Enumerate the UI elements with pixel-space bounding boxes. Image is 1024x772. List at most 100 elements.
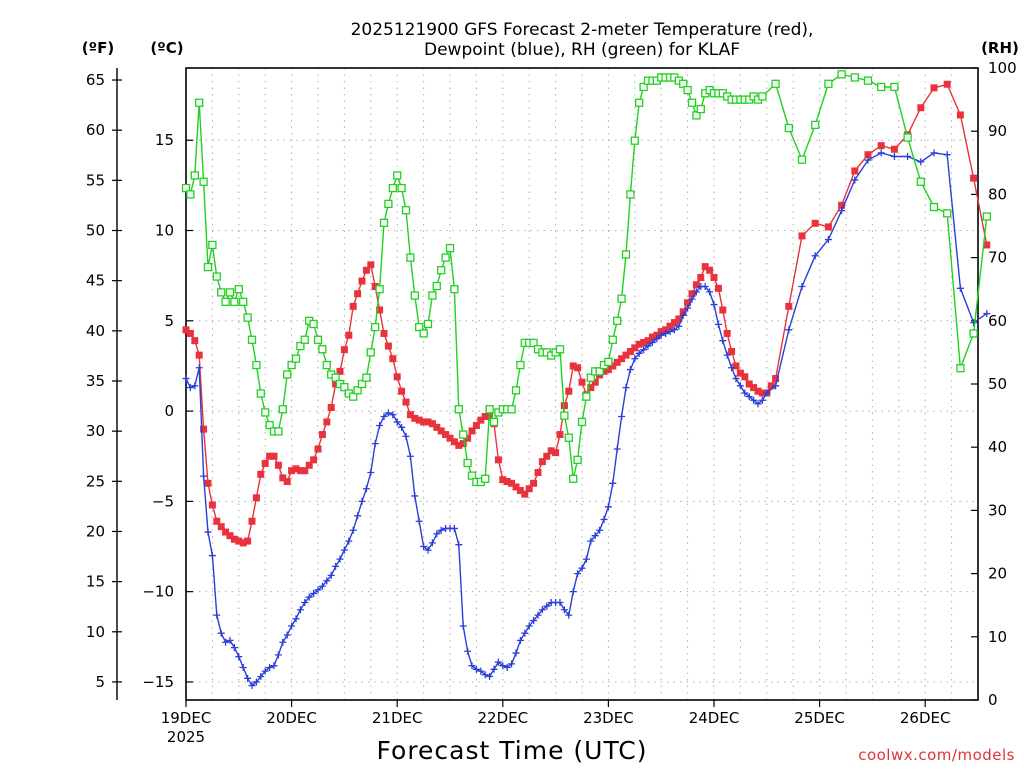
rh-point [683,85,692,95]
dewpoint-point [864,156,872,164]
dewpoint-point [296,606,304,614]
rh-point [797,155,807,164]
rh-point [635,98,644,107]
dewpoint-point [970,319,978,327]
dewpoint-point [270,662,278,670]
fahrenheit-tick-label: 60 [86,121,105,139]
rh-point [454,405,463,414]
temperature-point [200,425,208,433]
dewpoint-point [261,667,269,675]
temperature-point [503,478,511,486]
dewpoint-point [890,152,898,160]
temperature-point [675,315,683,323]
temperature-point [437,427,445,435]
dewpoint-point [701,282,709,290]
rh-point [850,73,859,82]
chart-title-line1: 2025121900 GFS Forecast 2-meter Temperat… [351,20,814,40]
rh-point [318,345,327,354]
rh-tick-label: 70 [988,249,1007,267]
temperature-point [609,362,617,370]
temperature-point [270,452,278,460]
dewpoint-point [468,662,476,670]
dewpoint-point [763,389,771,397]
dewpoint-point [618,413,626,421]
dewpoint-point [710,301,718,309]
dewpoint-point [525,622,533,630]
temperature-point [442,431,450,439]
rh-point [410,291,419,300]
dewpoint-point [983,310,991,318]
dewpoint-point [578,564,586,572]
rh-point [415,322,424,332]
temperature-point [314,445,322,453]
temperature-point [604,366,612,374]
dewpoint-point [666,328,674,336]
temperature-point [213,517,221,525]
temperature-point [591,378,599,386]
dewpoint-point [877,149,885,157]
temperature-point [701,263,709,271]
rh-point [626,190,635,199]
temperature-point [530,479,538,487]
temperature-point [679,308,687,316]
temperature-point [565,387,573,395]
temperature-point [499,476,507,484]
rh-point [569,474,578,483]
rh-point [353,386,362,395]
dewpoint-point [613,445,621,453]
temperature-point [543,452,551,460]
temperature-point [477,416,485,424]
rh-point [564,433,573,442]
rh-point [300,335,309,344]
dewpoint-point [257,673,265,681]
dewpoint-point [230,644,238,652]
temperature-point [450,438,458,446]
temperature-point [481,413,489,421]
fahrenheit-tick-label: 45 [86,272,105,290]
temperature-point [697,273,705,281]
temperature-point [745,380,753,388]
dewpoint-point [358,497,366,505]
dewpoint-point [798,282,806,290]
rh-tick-label: 0 [988,691,998,709]
temperature-point [266,452,274,460]
temperature-point [587,384,595,392]
temperature-point [305,461,313,469]
temperature-point [838,201,846,209]
temperature-point [662,326,670,334]
dewpoint-point [631,355,639,363]
temperature-point [824,223,832,231]
temperature-point [222,528,230,536]
dewpoint-point [464,647,472,655]
credit-link[interactable]: coolwx.com/models [858,746,1015,764]
rh-tick-label: 30 [988,501,1007,519]
dewpoint-point [745,393,753,401]
dewpoint-point [204,528,212,536]
rh-point [401,206,411,215]
unit-label-celsius: (ºC) [150,39,183,57]
temperature-point [516,487,524,495]
rh-point [982,212,991,221]
temperature-point [248,517,256,525]
rh-point [630,136,639,145]
rh-point [877,82,886,92]
temperature-point [956,111,964,119]
dewpoint-point [481,671,489,679]
dewpoint-point [428,539,436,547]
temperature-point [723,329,731,337]
celsius-tick-label: −15 [142,673,174,691]
rh-point [322,360,331,370]
dewpoint-point [675,322,683,330]
rh-point [555,345,565,354]
rh-point [863,76,873,85]
temperature-point [785,302,793,310]
x-tick-label: 19DEC [161,709,212,727]
rh-point [388,183,397,193]
rh-point [687,98,697,107]
temperature-point [811,219,819,227]
rh-point [890,82,899,92]
dewpoint-point [648,338,656,346]
temperature-point [732,362,740,370]
temperature-point [204,479,212,487]
